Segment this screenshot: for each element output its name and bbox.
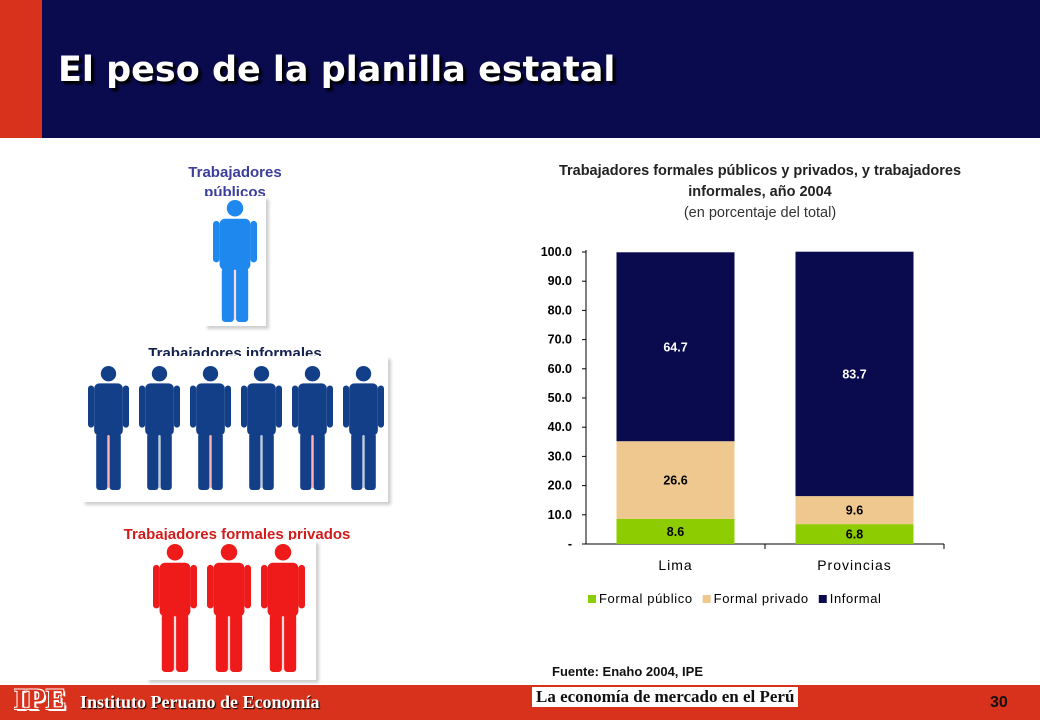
data-label: 83.7 bbox=[842, 367, 866, 381]
legend-swatch bbox=[702, 595, 711, 603]
chart-title-block: Trabajadores formales públicos y privado… bbox=[540, 161, 980, 224]
y-tick-label: 90.0 bbox=[548, 274, 572, 288]
bar-segment bbox=[795, 524, 914, 544]
stacked-bar-chart: - 10.0 20.0 30.0 40.0 50.0 60.0 70.0 80.0 90.0 100… bbox=[541, 245, 945, 606]
y-tick-label: - bbox=[568, 537, 572, 551]
slide-title: El peso de la planilla estatal bbox=[58, 50, 616, 90]
data-label: 6.8 bbox=[846, 528, 863, 542]
footer-tagline: La economía de mercado en el Perú bbox=[532, 687, 799, 707]
x-category-label: Provincias bbox=[817, 557, 892, 573]
bar-segment bbox=[795, 496, 914, 525]
publicos-figures bbox=[213, 200, 257, 322]
slide-header: El peso de la planilla estatal bbox=[0, 0, 1040, 138]
legend-entry: Formal público bbox=[599, 591, 693, 606]
informales-person-icon bbox=[88, 366, 129, 490]
source-note: Fuente: Enaho 2004, IPE bbox=[552, 664, 703, 679]
privados-person-icon bbox=[207, 544, 251, 672]
data-label: 9.6 bbox=[846, 504, 863, 518]
page-number: 30 bbox=[990, 694, 1008, 711]
legend-swatch bbox=[818, 595, 827, 603]
x-category-label: Lima bbox=[658, 557, 692, 573]
informales-person-icon bbox=[292, 366, 333, 490]
publicos-person-icon bbox=[213, 200, 257, 322]
privados-figures bbox=[153, 544, 305, 672]
informales-person-icon bbox=[190, 366, 231, 490]
y-tick-label: 60.0 bbox=[548, 362, 572, 376]
y-tick-label: 20.0 bbox=[548, 479, 572, 493]
legend-entry: Formal privado bbox=[714, 591, 809, 606]
legend-swatch bbox=[588, 595, 596, 603]
bar-segment bbox=[616, 441, 735, 519]
org-name: Instituto Peruano de Economía bbox=[80, 692, 320, 712]
privados-person-icon bbox=[153, 544, 197, 672]
privados-person-icon bbox=[261, 544, 305, 672]
bar-segment bbox=[616, 252, 735, 442]
y-tick-label: 70.0 bbox=[548, 333, 572, 347]
bar-segment bbox=[795, 251, 914, 497]
chart-subtitle: (en porcentaje del total) bbox=[683, 205, 837, 221]
y-tick-label: 10.0 bbox=[548, 508, 572, 522]
chart-title: Trabajadores formales públicos y privado… bbox=[558, 163, 962, 200]
data-label: 8.6 bbox=[667, 525, 684, 539]
slide-footer: IPE Instituto Peruano de Economía La eco… bbox=[0, 683, 1040, 720]
y-tick-label: 100.0 bbox=[541, 245, 572, 259]
y-tick-label: 40.0 bbox=[548, 420, 572, 434]
y-tick-label: 50.0 bbox=[548, 391, 572, 405]
informales-person-icon bbox=[343, 366, 384, 490]
bar-segment bbox=[616, 518, 735, 544]
publicos-figure-box bbox=[204, 196, 266, 326]
privados-figure-box bbox=[146, 540, 316, 680]
ipe-logo: IPE bbox=[14, 683, 68, 716]
privados-label: Trabajadores formales privados bbox=[123, 526, 351, 541]
informales-figure-box bbox=[82, 356, 388, 502]
informales-person-icon bbox=[139, 366, 180, 490]
y-tick-label: 80.0 bbox=[548, 303, 572, 317]
legend-entry: Informal bbox=[830, 591, 882, 606]
data-label: 26.6 bbox=[663, 474, 687, 488]
header-accent-bar bbox=[0, 0, 42, 138]
data-label: 64.7 bbox=[663, 340, 687, 354]
publicos-label: Trabajadores públicos bbox=[188, 164, 282, 197]
informales-figures bbox=[88, 366, 384, 490]
informales-person-icon bbox=[241, 366, 282, 490]
y-tick-label: 30.0 bbox=[548, 449, 572, 463]
